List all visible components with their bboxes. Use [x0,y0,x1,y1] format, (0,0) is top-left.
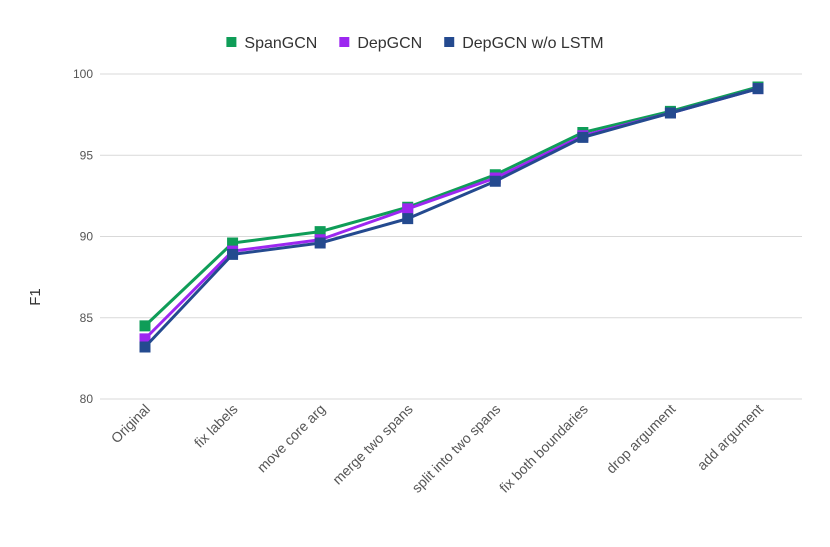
series-line [143,87,759,349]
x-tick-label: fix labels [191,401,241,451]
x-tick-label: merge two spans [329,401,416,488]
y-axis-ticks: 80 85 90 95 100 [73,67,93,406]
y-tick-label: 90 [80,230,94,244]
x-tick-label: move core arg [254,401,329,476]
y-tick-label: 80 [80,392,94,406]
x-tick-label: Original [108,401,153,446]
data-point [577,131,589,143]
legend-swatch [226,37,237,47]
x-tick-label: split into two spans [408,401,503,496]
data-point [752,83,764,95]
data-point [139,320,151,332]
legend-swatch [339,37,350,47]
data-point [402,203,414,215]
series-group [139,81,764,353]
gridlines [100,73,802,400]
legend-label: SpanGCN [244,35,317,52]
data-point [227,237,239,249]
y-tick-label: 85 [80,311,94,325]
data-point [227,248,239,260]
series-2 [139,83,764,353]
legend-swatch [444,37,455,47]
data-point [489,175,501,187]
data-point [314,226,326,238]
x-tick-label: drop argument [603,401,679,477]
series-line [143,85,759,327]
y-axis-label: F1 [27,288,44,306]
data-point [314,237,326,249]
legend-label: DepGCN [357,35,422,52]
data-point [402,213,414,225]
data-point [139,333,151,345]
legend-label: DepGCN w/o LSTM [462,35,603,52]
x-tick-label: fix both boundaries [496,401,591,496]
legend: SpanGCN DepGCN DepGCN w/o LSTM [226,35,604,52]
x-axis-ticks: Original fix labels move core arg merge two… [108,401,766,496]
series-0 [139,81,764,332]
y-tick-label: 100 [73,67,93,81]
series-line [143,87,759,340]
series-1 [139,83,764,345]
y-tick-label: 95 [80,148,94,162]
x-tick-label: add argument [694,401,766,473]
data-point [139,341,151,353]
data-point [664,107,676,119]
